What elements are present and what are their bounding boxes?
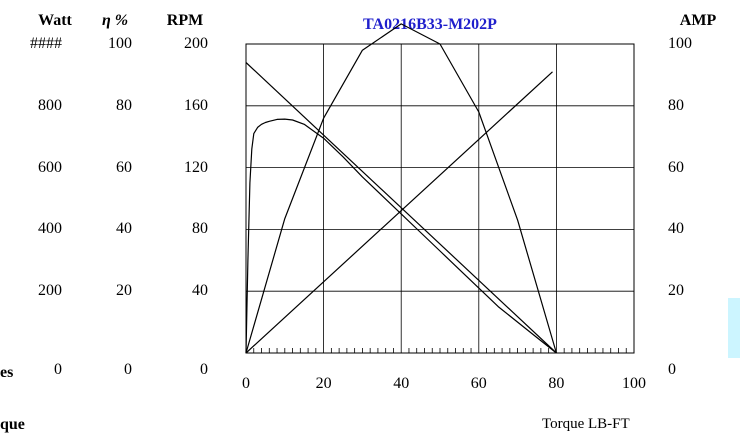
watt-tick-label: #### xyxy=(30,35,62,52)
rpm-axis-header: RPM xyxy=(166,12,204,29)
rpm-tick-label: 0 xyxy=(200,361,208,378)
watt-tick-label: 400 xyxy=(38,220,62,238)
torque-tick-label: 40 xyxy=(393,375,410,392)
watt-tick-label: 800 xyxy=(38,96,62,114)
rpm-tick-label: 200 xyxy=(184,35,208,52)
plot-frame xyxy=(245,43,635,354)
efficiency-tick-label: 0 xyxy=(124,361,132,378)
chart-title: TA0216B33-M202P xyxy=(363,16,497,33)
amp-tick-label: 40 xyxy=(668,220,684,238)
x-axis-label: Torque LB-FT xyxy=(542,416,630,432)
efficiency-tick-label: 20 xyxy=(116,282,132,300)
series-line-2 xyxy=(245,23,557,354)
series-line-3 xyxy=(245,118,557,354)
amp-axis-header: AMP xyxy=(679,12,717,29)
efficiency-axis-header: η % xyxy=(101,12,129,29)
torque-tick-label: 60 xyxy=(470,375,487,392)
left-partial-label-1: es xyxy=(0,364,14,381)
highlight-box xyxy=(728,298,740,358)
efficiency-tick-label: 80 xyxy=(116,96,132,114)
rpm-tick-label: 80 xyxy=(192,220,208,238)
amp-tick-label: 60 xyxy=(668,158,684,176)
efficiency-tick-label: 60 xyxy=(116,158,132,176)
efficiency-tick-label: 100 xyxy=(108,35,132,52)
series-line-0 xyxy=(245,62,557,354)
watt-axis-header: Watt xyxy=(38,12,72,29)
amp-tick-label: 20 xyxy=(668,282,684,300)
amp-tick-label: 100 xyxy=(668,35,692,52)
torque-tick-label: 0 xyxy=(242,375,250,392)
watt-tick-label: 0 xyxy=(54,361,62,378)
rpm-tick-label: 160 xyxy=(184,96,208,114)
left-partial-label-2: que xyxy=(0,416,25,433)
amp-tick-label: 80 xyxy=(668,96,684,114)
watt-tick-label: 200 xyxy=(38,282,62,300)
efficiency-tick-label: 40 xyxy=(116,220,132,238)
torque-tick-label: 100 xyxy=(622,375,646,392)
torque-tick-label: 80 xyxy=(548,375,565,392)
amp-tick-label: 0 xyxy=(668,361,676,378)
watt-tick-label: 600 xyxy=(38,158,62,176)
torque-tick-label: 20 xyxy=(315,375,332,392)
rpm-tick-label: 40 xyxy=(192,282,208,300)
rpm-tick-label: 120 xyxy=(184,158,208,176)
